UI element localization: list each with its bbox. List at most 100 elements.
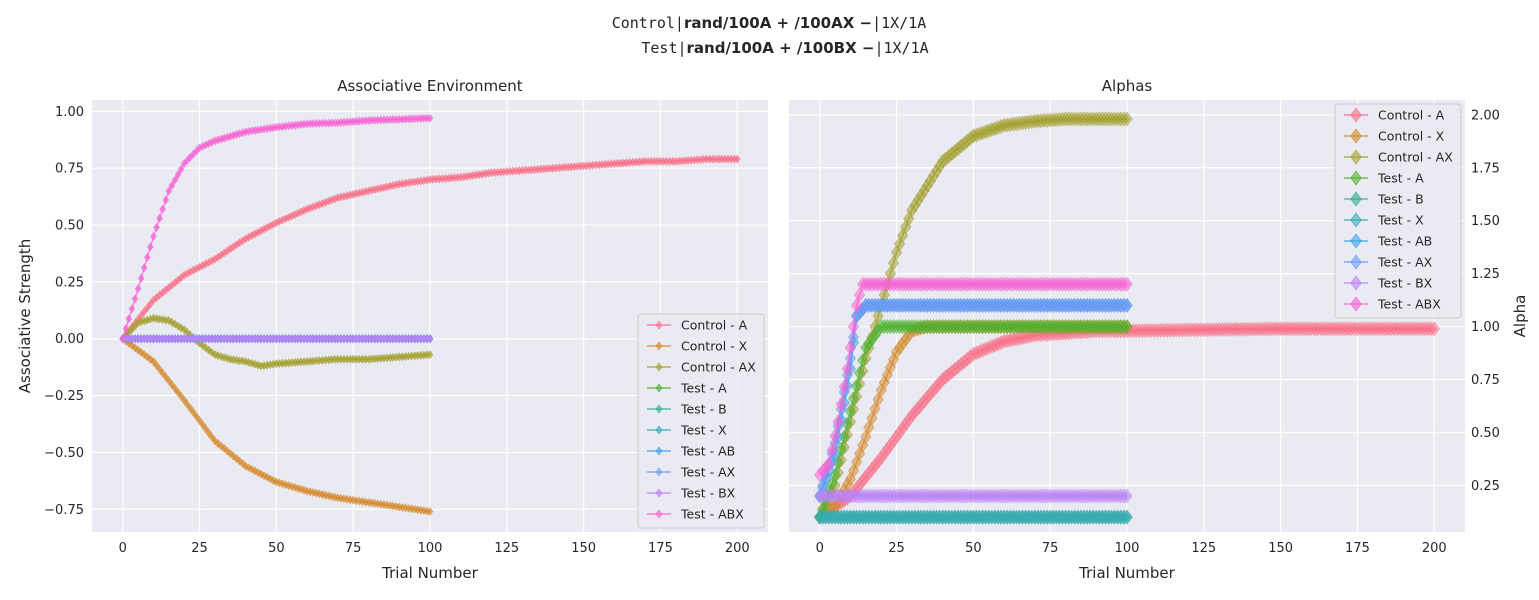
data-point <box>872 308 884 324</box>
y-tick-label: 0.75 <box>55 162 84 177</box>
chart-title: Alphas <box>1102 77 1153 95</box>
x-tick-label: 75 <box>1042 541 1059 556</box>
legend-marker <box>655 446 663 456</box>
data-point <box>1121 276 1133 292</box>
data-point <box>140 263 148 273</box>
y-axis-label: Alpha <box>1511 295 1529 338</box>
y-tick-label: 0.75 <box>1471 373 1500 388</box>
data-point <box>1121 488 1133 504</box>
series-test-abx <box>814 276 1133 483</box>
legend-marker <box>655 341 663 351</box>
x-tick-label: 150 <box>1268 541 1293 556</box>
series-test-a <box>814 319 1133 525</box>
data-point <box>733 154 741 164</box>
data-point <box>1121 509 1133 525</box>
legend-label: Test - AB <box>1377 234 1432 249</box>
data-point <box>854 287 866 303</box>
y-tick-label: 0.25 <box>1471 479 1500 494</box>
data-point <box>174 170 182 180</box>
series-control-a <box>119 154 741 344</box>
y-tick-label: 1.00 <box>1471 320 1500 335</box>
legend-entry-control-ax: Control - AX <box>647 360 756 375</box>
x-tick-label: 150 <box>571 541 596 556</box>
data-point <box>122 324 130 334</box>
legend-marker <box>1350 107 1362 123</box>
x-tick-label: 25 <box>888 541 905 556</box>
suptitle-line-1: Control|rand/100A + /100AX −|1X/1A <box>612 14 927 32</box>
legend-entry-test-ax: Test - AX <box>1344 254 1433 270</box>
data-point <box>857 352 869 368</box>
y-tick-label: 0.00 <box>55 332 84 347</box>
y-tick-label: −0.25 <box>44 389 84 404</box>
legend-marker <box>1350 233 1362 249</box>
legend-label: Test - BX <box>1377 276 1433 291</box>
legend-entry-test-a: Test - A <box>647 381 727 396</box>
legend-marker <box>1350 296 1362 312</box>
legend-marker <box>1350 275 1362 291</box>
data-point <box>131 294 139 304</box>
legend-marker <box>1350 170 1362 186</box>
series-test-ax <box>814 297 1133 504</box>
legend-label: Test - AX <box>680 465 736 480</box>
legend-label: Test - B <box>680 402 727 417</box>
series-test-abx <box>119 113 434 344</box>
legend-label: Control - X <box>681 339 748 354</box>
legend-marker <box>1350 128 1362 144</box>
legend-entry-test-ab: Test - AB <box>647 444 735 459</box>
x-tick-label: 0 <box>816 541 824 556</box>
x-tick-label: 100 <box>418 541 443 556</box>
legend-label: Test - AX <box>1377 255 1433 270</box>
data-point <box>177 164 185 174</box>
data-point <box>823 456 835 472</box>
legend-label: Test - ABX <box>1377 297 1441 312</box>
series-control-x <box>119 334 434 517</box>
data-point <box>119 334 127 344</box>
x-tick-label: 25 <box>191 541 208 556</box>
legend-entry-control-x: Control - X <box>647 339 748 354</box>
x-tick-label: 50 <box>268 541 285 556</box>
legend-entry-test-x: Test - X <box>647 423 727 438</box>
associative-environment-chart: 0 25 50 75 100 125 150 175 200 −0.75 −0.50 −0.25 0.0… <box>16 77 768 582</box>
x-tick-labels: 0 25 50 75 100 125 150 175 200 <box>119 541 750 556</box>
data-point <box>137 273 145 283</box>
legend-marker <box>655 320 663 330</box>
y-tick-label: 0.50 <box>1471 426 1500 441</box>
data-point <box>844 340 857 356</box>
legend-marker <box>655 488 663 498</box>
series-test-bx <box>119 334 434 344</box>
series-group <box>814 111 1440 525</box>
legend-marker <box>655 383 663 393</box>
y-tick-labels: −0.75 −0.50 −0.25 0.00 0.25 0.50 0.75 1.00 <box>44 105 84 518</box>
data-point <box>426 113 434 123</box>
legend-entry-test-bx: Test - BX <box>1344 275 1433 291</box>
legend-label: Test - X <box>1377 213 1424 228</box>
data-point <box>829 428 841 444</box>
x-tick-label: 200 <box>1422 541 1447 556</box>
data-point <box>850 378 863 394</box>
data-point <box>1121 319 1133 335</box>
data-point <box>159 204 167 214</box>
data-point <box>847 391 860 407</box>
legend-label: Test - AB <box>680 444 735 459</box>
suptitle-line-2: Test|rand/100A + /100BX −|1X/1A <box>641 39 928 57</box>
y-tick-label: 1.75 <box>1471 161 1500 176</box>
y-tick-label: 2.00 <box>1471 108 1500 123</box>
legend-label: Test - X <box>680 423 727 438</box>
y-tick-label: −0.50 <box>44 446 84 461</box>
y-tick-label: 1.00 <box>55 105 84 120</box>
data-point <box>832 414 844 430</box>
series-test-x <box>814 509 1133 525</box>
y-tick-label: −0.75 <box>44 503 84 518</box>
legend-entry-test-b: Test - B <box>1344 191 1424 207</box>
data-point <box>162 195 170 205</box>
data-point <box>838 379 850 395</box>
data-point <box>850 297 863 313</box>
legend-marker <box>655 425 663 435</box>
legend-entry-test-bx: Test - BX <box>647 486 736 501</box>
legend-label: Control - A <box>1378 108 1445 123</box>
x-tick-label: 125 <box>494 541 519 556</box>
data-point <box>168 180 176 190</box>
data-point <box>165 186 173 196</box>
data-point <box>147 242 154 252</box>
